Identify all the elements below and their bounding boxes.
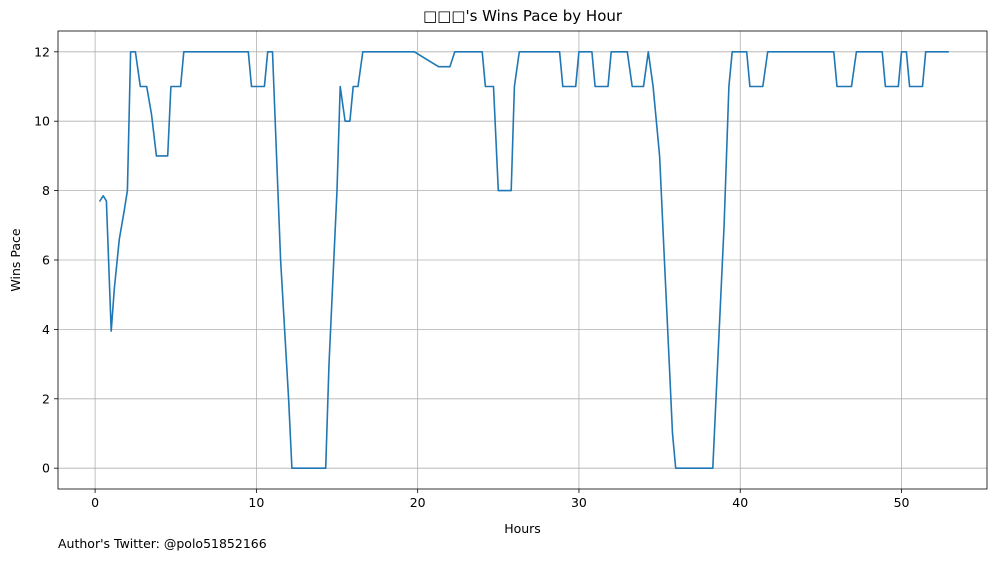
- x-axis-label: Hours: [504, 521, 541, 536]
- x-tick-label: 30: [571, 495, 587, 510]
- y-axis-label: Wins Pace: [8, 228, 23, 291]
- chart-title: □□□'s Wins Pace by Hour: [423, 7, 623, 25]
- y-tick-label: 2: [42, 391, 50, 406]
- x-tick-label: 50: [894, 495, 910, 510]
- series-line: [99, 50, 950, 470]
- y-tick-label: 12: [34, 44, 50, 59]
- x-tick-label: 40: [732, 495, 748, 510]
- y-tick-label: 6: [42, 253, 50, 268]
- x-tick-label: 20: [410, 495, 426, 510]
- y-tick-label: 4: [42, 322, 50, 337]
- grid-lines: [58, 31, 987, 489]
- y-tick-label: 10: [34, 114, 50, 129]
- axis-ticks: 0 10 20 30 40 50 0 2 4 6 8 10 12: [34, 44, 909, 510]
- y-tick-label: 8: [42, 183, 50, 198]
- x-tick-label: 10: [248, 495, 264, 510]
- series-layer: [99, 50, 950, 470]
- y-tick-label: 0: [42, 461, 50, 476]
- author-credit: Author's Twitter: @polo51852166: [58, 536, 267, 551]
- x-tick-label: 0: [91, 495, 99, 510]
